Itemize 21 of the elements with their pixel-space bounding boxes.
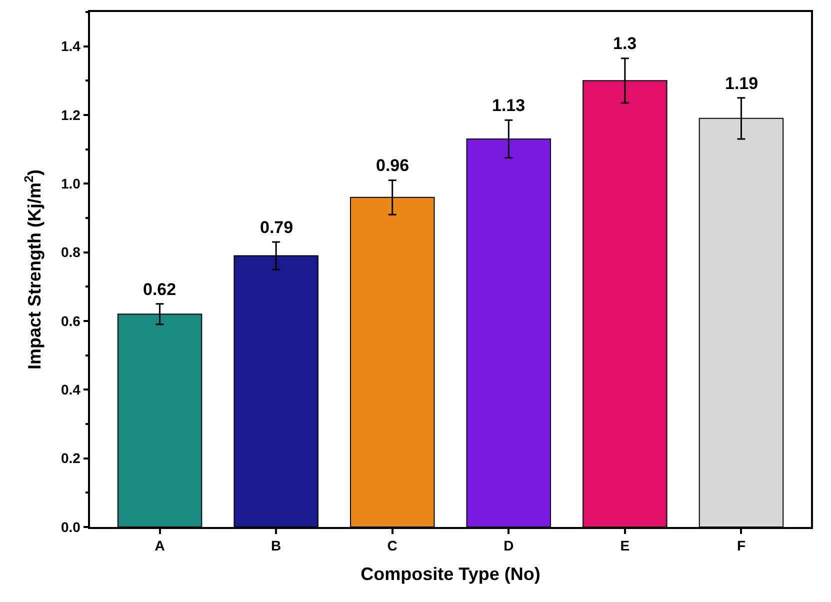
y-tick-label: 1.0	[60, 176, 81, 192]
data-label: 1.3	[613, 34, 637, 53]
data-label: 0.96	[376, 156, 410, 175]
x-tick-label: D	[504, 538, 514, 554]
x-tick-label: A	[154, 538, 165, 554]
y-tick-label: 0.4	[60, 382, 81, 398]
x-tick-label: C	[387, 538, 398, 554]
y-tick-label: 0.6	[60, 312, 81, 329]
x-tick-label: F	[736, 538, 746, 554]
y-tick-label: 1.4	[60, 38, 81, 54]
x-tick-label: B	[270, 538, 282, 554]
y-tick-label: 0.0	[60, 518, 81, 535]
data-label: 1.19	[725, 74, 758, 93]
y-tick-label: 0.2	[60, 450, 81, 466]
x-tick-label: E	[620, 538, 630, 554]
y-tick-label: 0.8	[60, 244, 81, 260]
data-label: 1.13	[492, 96, 526, 115]
data-label: 0.79	[260, 218, 294, 237]
y-tick-label: 1.2	[60, 106, 81, 123]
x-axis-title: Composite Type (No)	[360, 564, 540, 584]
data-label: 0.62	[143, 280, 176, 299]
